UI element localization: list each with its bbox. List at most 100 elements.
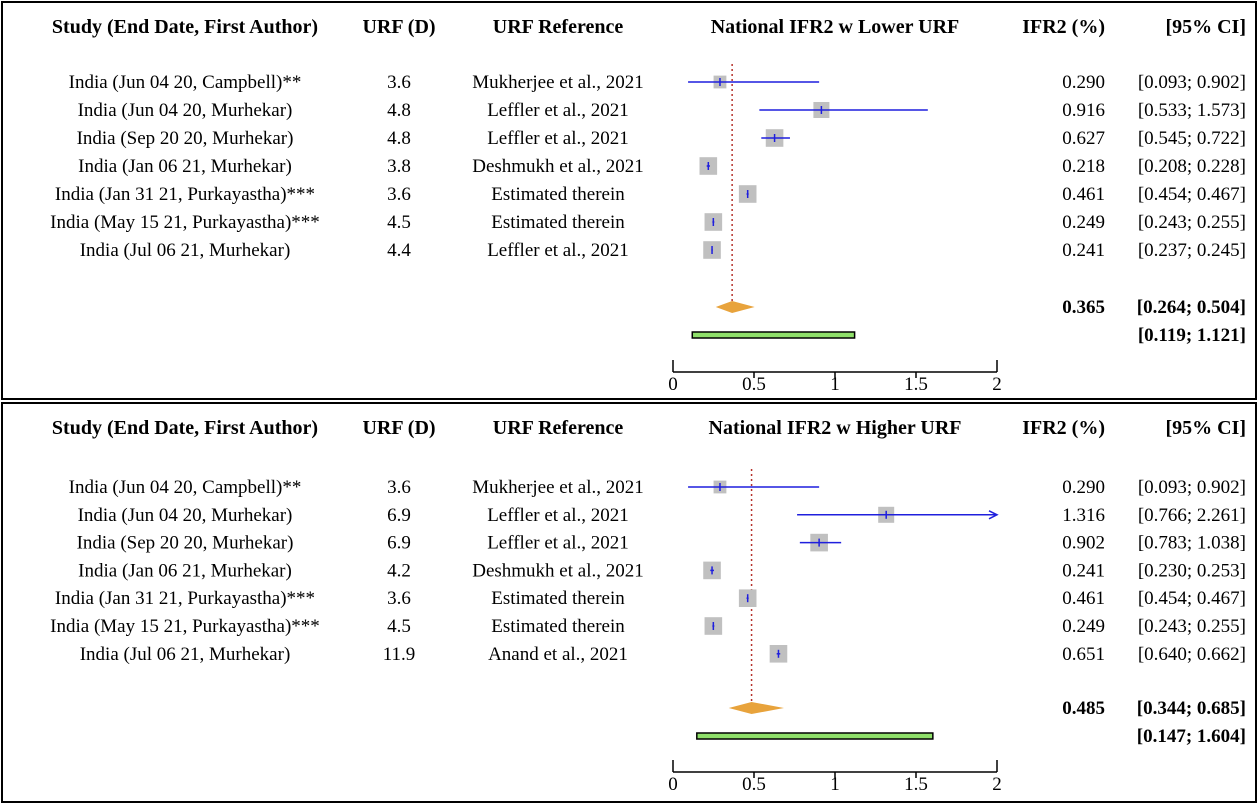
urf-value: 4.5 [387, 212, 411, 233]
prediction-interval: [0.119; 1.121] [1138, 325, 1246, 346]
x-tick-label: 0 [668, 774, 678, 795]
urf-reference: Mukherjee et al., 2021 [472, 72, 643, 93]
forest-panel-2: Study (End Date, First Author) URF (D) URF… [2, 403, 1256, 802]
plot-title: National IFR2 w Higher URF [709, 417, 962, 439]
study-label: India (May 15 21, Purkayastha)*** [50, 212, 320, 233]
pooled-ifr-estimate: 0.365 [1062, 297, 1105, 318]
column-header-urf: URF (D) [362, 16, 435, 38]
study-label: India (May 15 21, Purkayastha)*** [50, 616, 320, 637]
study-row: India (Jun 04 20, Campbell)** 3.6 Mukherje… [69, 477, 1246, 498]
column-header-study: Study (End Date, First Author) [52, 16, 318, 38]
study-label: India (Jun 04 20, Campbell)** [69, 72, 302, 93]
pooled-ifr-estimate: 0.485 [1062, 698, 1105, 719]
study-row: India (Jul 06 21, Murhekar) 4.4 Leffler et… [80, 240, 1246, 261]
study-label: India (Jun 04 20, Murhekar) [78, 505, 293, 526]
confidence-interval: [0.243; 0.255] [1138, 616, 1246, 637]
urf-value: 4.4 [387, 240, 411, 261]
study-row: India (Jan 31 21, Purkayastha)*** 3.6 Esti… [55, 184, 1246, 205]
study-row: India (Jan 31 21, Purkayastha)*** 3.6 Esti… [55, 588, 1246, 609]
x-tick-label: 1.5 [904, 774, 928, 795]
confidence-interval: [0.454; 0.467] [1138, 588, 1246, 609]
study-row: India (Sep 20 20, Murhekar) 4.8 Leffler et… [77, 128, 1246, 149]
urf-value: 4.8 [387, 128, 411, 149]
x-tick-label: 0.5 [742, 374, 766, 395]
ifr-estimate: 0.218 [1062, 156, 1105, 177]
ifr-estimate: 0.249 [1062, 212, 1105, 233]
prediction-interval: [0.147; 1.604] [1137, 726, 1246, 747]
study-row: India (Sep 20 20, Murhekar) 6.9 Leffler et… [77, 533, 1246, 554]
confidence-interval: [0.243; 0.255] [1138, 212, 1246, 233]
study-label: India (Sep 20 20, Murhekar) [77, 128, 294, 149]
confidence-interval: [0.783; 1.038] [1138, 533, 1246, 554]
pooled-estimate-diamond [729, 702, 784, 714]
ifr-estimate: 0.241 [1062, 560, 1105, 581]
ifr-estimate: 0.290 [1062, 477, 1105, 498]
urf-reference: Estimated therein [491, 588, 625, 609]
plot-title: National IFR2 w Lower URF [711, 16, 960, 38]
study-row: India (Jan 06 21, Murhekar) 4.2 Deshmukh e… [78, 560, 1246, 581]
ifr-estimate: 0.461 [1062, 588, 1105, 609]
study-label: India (Jul 06 21, Murhekar) [80, 240, 291, 261]
confidence-interval: [0.545; 0.722] [1138, 128, 1246, 149]
urf-reference: Estimated therein [491, 616, 625, 637]
urf-value: 4.2 [387, 560, 411, 581]
x-tick-label: 1 [830, 774, 840, 795]
urf-value: 3.6 [387, 72, 411, 93]
column-header-urf: URF (D) [362, 417, 435, 439]
confidence-interval: [0.208; 0.228] [1138, 156, 1246, 177]
urf-reference: Deshmukh et al., 2021 [472, 156, 644, 177]
pooled-confidence-interval: [0.344; 0.685] [1137, 698, 1246, 719]
urf-value: 3.6 [387, 184, 411, 205]
study-label: India (Jan 06 21, Murhekar) [78, 156, 292, 177]
study-label: India (Jan 31 21, Purkayastha)*** [55, 184, 315, 205]
study-row: India (Jun 04 20, Murhekar) 4.8 Leffler et… [78, 100, 1246, 121]
urf-reference: Leffler et al., 2021 [487, 128, 629, 149]
confidence-interval: [0.093; 0.902] [1138, 72, 1246, 93]
ifr-estimate: 0.241 [1062, 240, 1105, 261]
urf-value: 11.9 [383, 644, 416, 665]
column-header-ifr: IFR2 (%) [1022, 16, 1105, 38]
ifr-estimate: 0.461 [1062, 184, 1105, 205]
urf-reference: Mukherjee et al., 2021 [472, 477, 643, 498]
ifr-estimate: 1.316 [1062, 505, 1105, 526]
urf-value: 4.5 [387, 616, 411, 637]
urf-value: 3.8 [387, 156, 411, 177]
confidence-interval: [0.454; 0.467] [1138, 184, 1246, 205]
urf-reference: Estimated therein [491, 212, 625, 233]
urf-reference: Deshmukh et al., 2021 [472, 560, 644, 581]
x-tick-label: 0 [668, 374, 678, 395]
confidence-interval: [0.766; 2.261] [1138, 505, 1246, 526]
study-row: India (Jul 06 21, Murhekar) 11.9 Anand et … [80, 644, 1246, 665]
x-tick-label: 1 [830, 374, 840, 395]
confidence-interval: [0.093; 0.902] [1138, 477, 1246, 498]
prediction-interval-bar [697, 733, 933, 739]
urf-value: 6.9 [387, 533, 411, 554]
ifr-estimate: 0.651 [1062, 644, 1105, 665]
urf-reference: Leffler et al., 2021 [487, 100, 629, 121]
ifr-estimate: 0.249 [1062, 616, 1105, 637]
x-tick-label: 2 [992, 374, 1002, 395]
pooled-confidence-interval: [0.264; 0.504] [1137, 297, 1246, 318]
prediction-interval-bar [692, 332, 854, 338]
confidence-interval: [0.640; 0.662] [1138, 644, 1246, 665]
forest-panel-1: Study (End Date, First Author) URF (D) URF… [2, 2, 1256, 399]
confidence-interval: [0.237; 0.245] [1138, 240, 1246, 261]
study-row: India (May 15 21, Purkayastha)*** 4.5 Esti… [50, 616, 1246, 637]
urf-value: 4.8 [387, 100, 411, 121]
study-label: India (Sep 20 20, Murhekar) [77, 533, 294, 554]
urf-value: 6.9 [387, 505, 411, 526]
urf-reference: Anand et al., 2021 [488, 644, 628, 665]
urf-reference: Leffler et al., 2021 [487, 533, 629, 554]
ifr-estimate: 0.902 [1062, 533, 1105, 554]
urf-value: 3.6 [387, 477, 411, 498]
confidence-interval: [0.230; 0.253] [1138, 560, 1246, 581]
study-label: India (Jun 04 20, Campbell)** [69, 477, 302, 498]
urf-reference: Leffler et al., 2021 [487, 240, 629, 261]
x-tick-label: 0.5 [742, 774, 766, 795]
column-header-reference: URF Reference [493, 16, 624, 38]
ifr-estimate: 0.627 [1062, 128, 1105, 149]
column-header-ci: [95% CI] [1165, 16, 1246, 38]
ifr-estimate: 0.290 [1062, 72, 1105, 93]
column-header-ifr: IFR2 (%) [1022, 417, 1105, 439]
